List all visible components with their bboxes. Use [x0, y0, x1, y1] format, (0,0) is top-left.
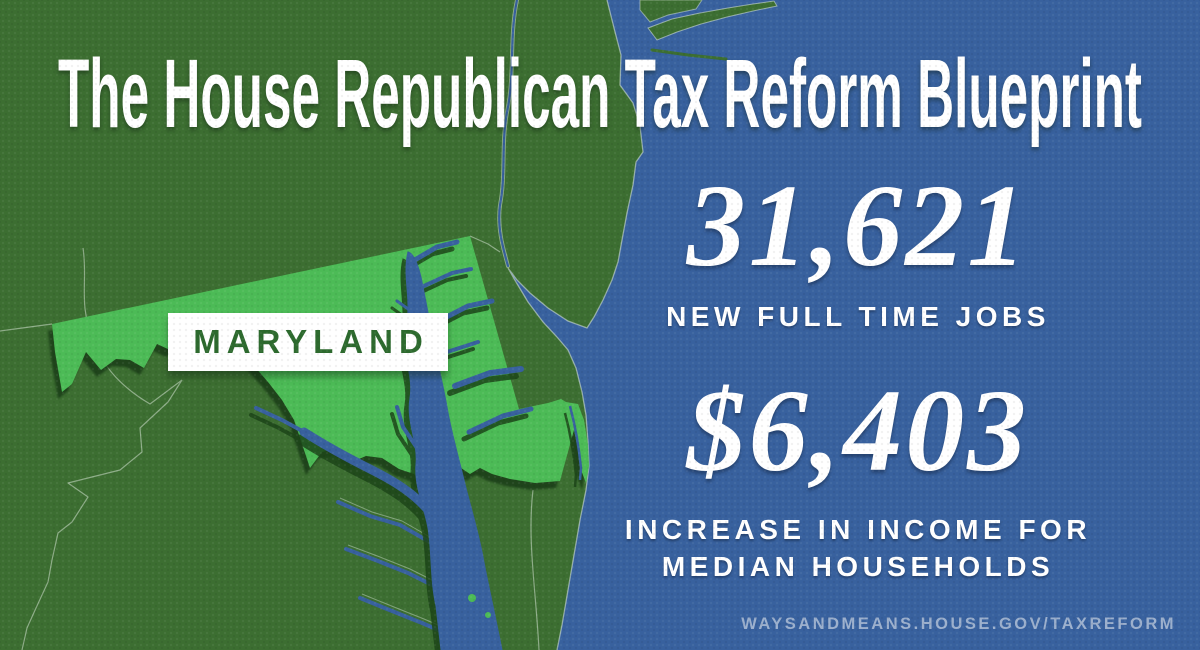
- stat-income-value: $6,403: [686, 365, 1030, 497]
- stat-income-label-line2: MEDIAN HOUSEHOLDS: [661, 551, 1055, 583]
- long-island: [647, 0, 778, 61]
- stat-jobs-label: NEW FULL TIME JOBS: [666, 301, 1050, 333]
- footer-url: WAYSANDMEANS.HOUSE.GOV/TAXREFORM: [741, 615, 1176, 633]
- stat-jobs-value: 31,621: [686, 160, 1030, 291]
- long-island-barrier-spit: [650, 48, 728, 61]
- state-label-text: MARYLAND: [193, 323, 429, 360]
- atlantic-ocean: [508, 0, 1200, 650]
- state-borders: [0, 235, 540, 650]
- state-label-box: MARYLAND: [168, 313, 448, 371]
- stats-panel: 31,621 NEW FULL TIME JOBS $6,403 INCREAS…: [598, 160, 1118, 585]
- delaware-river: [497, 0, 519, 268]
- connecticut-shore: [639, 0, 703, 23]
- bay-islands: [468, 594, 491, 618]
- stat-income-label: INCREASE IN INCOME FOR MEDIAN HOUSEHOLDS: [598, 511, 1118, 585]
- stat-income-label-line1: INCREASE IN INCOME FOR: [624, 514, 1092, 546]
